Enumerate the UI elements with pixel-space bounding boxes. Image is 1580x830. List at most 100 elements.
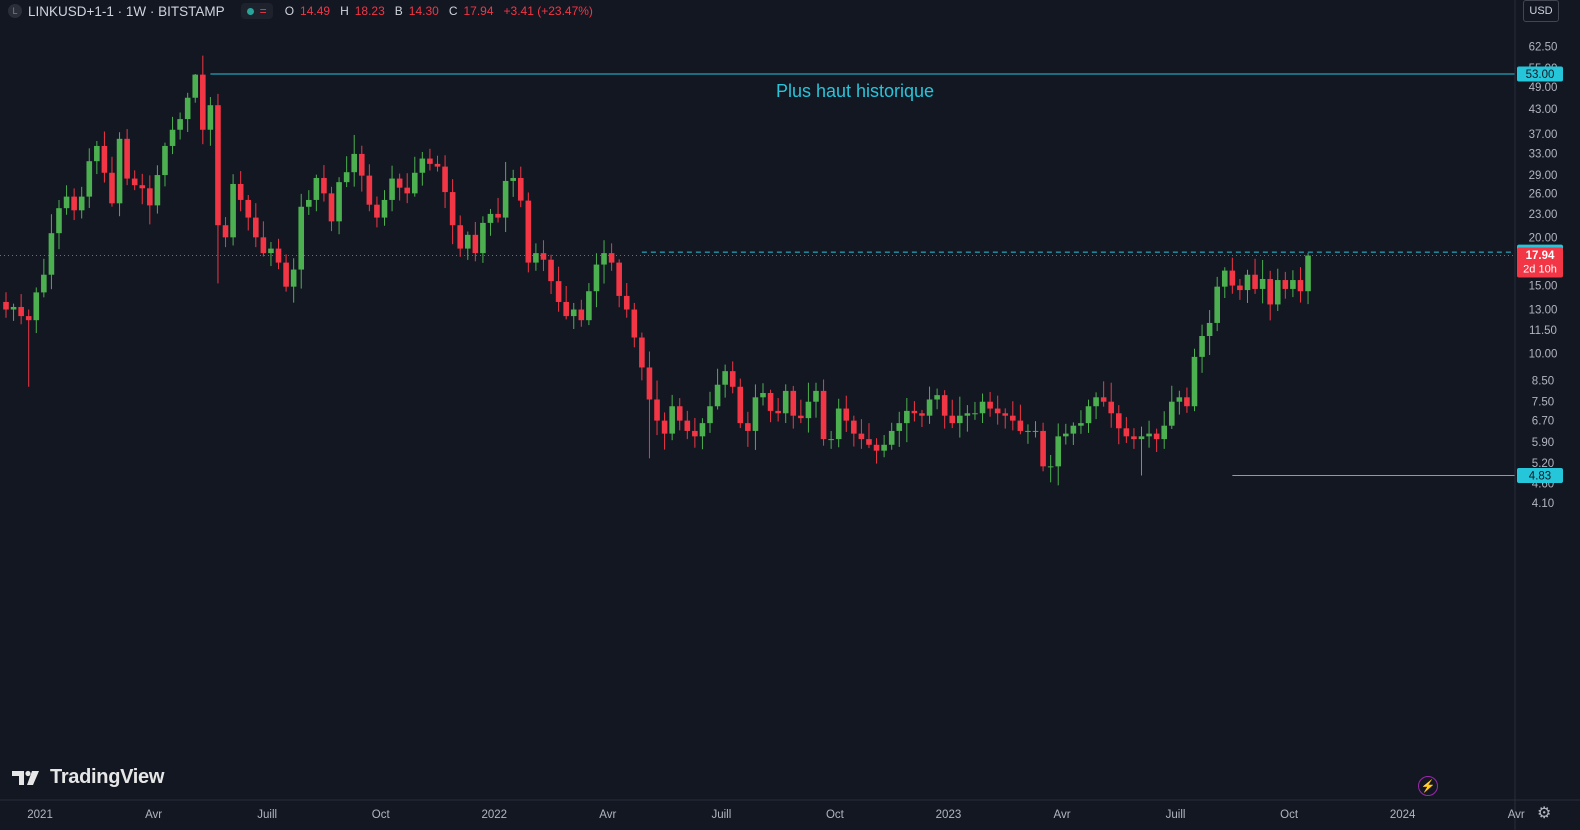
candle-body [192, 74, 199, 98]
candle-body [1025, 430, 1031, 432]
tradingview-logo[interactable]: TradingView [12, 766, 164, 789]
candle [790, 385, 797, 429]
candle [934, 388, 940, 410]
candle-body [3, 301, 9, 310]
candle [654, 380, 660, 436]
candle-body [835, 408, 842, 440]
lightning-icon[interactable]: ⚡ [1418, 776, 1438, 796]
candle [336, 177, 342, 235]
market-status[interactable]: = [240, 3, 273, 19]
candle [1115, 405, 1122, 445]
candle [1093, 392, 1099, 420]
candle [162, 142, 168, 187]
candle-body [1259, 278, 1266, 289]
candle [1047, 455, 1054, 483]
x-tick-label: Juill [711, 809, 731, 821]
candles [3, 55, 1311, 486]
countdown-label: 2d 10h [1523, 264, 1557, 276]
change-value: +3.41 (+23.47%) [503, 4, 593, 18]
candle [434, 155, 441, 172]
low-value: 14.30 [408, 4, 439, 18]
candle-body [676, 406, 683, 421]
candle [1108, 382, 1115, 428]
candle-body [207, 105, 214, 130]
candle-body [283, 262, 289, 287]
candle-body [1184, 397, 1190, 407]
candle-body [737, 386, 744, 424]
candle [306, 190, 312, 215]
candle [555, 266, 562, 312]
candle [222, 217, 229, 248]
candle [245, 194, 252, 231]
candle [502, 161, 509, 233]
candle [699, 418, 706, 450]
candle [972, 401, 978, 420]
candle [540, 240, 547, 272]
x-tick-label: Avr [1508, 809, 1525, 821]
candle-body [1115, 413, 1122, 429]
candle-body [457, 225, 463, 249]
candle-body [162, 145, 168, 176]
candle [351, 134, 358, 187]
candle [593, 253, 600, 308]
candle [707, 391, 713, 433]
candle-body [411, 172, 418, 194]
candle-body [48, 233, 55, 275]
candle [1138, 426, 1145, 476]
candle [578, 299, 585, 327]
candle [623, 283, 630, 318]
candle [18, 294, 24, 325]
currency-button[interactable]: USD [1523, 0, 1559, 22]
candle [321, 165, 327, 202]
candle-body [86, 161, 93, 197]
y-tick-label: 62.50 [1529, 41, 1558, 53]
candle [1290, 270, 1296, 298]
candle-body [1199, 336, 1205, 357]
y-tick-label: 8.50 [1532, 376, 1554, 388]
y-tick-label: 23.00 [1529, 209, 1558, 221]
candle [1176, 390, 1183, 415]
candle-body [404, 187, 411, 194]
candle-body [351, 153, 358, 173]
gear-icon[interactable]: ⚙ [1537, 805, 1552, 822]
candle [33, 287, 40, 334]
candle-body [237, 183, 244, 200]
candle-body [866, 439, 872, 445]
candle [169, 116, 176, 155]
x-tick-label: Oct [826, 809, 845, 821]
y-tick-label: 15.00 [1529, 281, 1558, 293]
candle [101, 131, 108, 183]
candle [1085, 399, 1092, 433]
candle-body [464, 234, 471, 249]
candle-body [904, 410, 910, 424]
y-tick-label: 33.00 [1529, 148, 1558, 160]
candle-body [215, 105, 221, 226]
candle-body [631, 309, 638, 338]
candle-body [987, 401, 993, 409]
candle-body [593, 264, 600, 292]
candle-body [366, 175, 373, 205]
candle-body [813, 390, 819, 402]
candle [207, 97, 214, 146]
candle-body [56, 208, 62, 234]
candle [449, 179, 456, 245]
candle [1017, 404, 1024, 435]
candle [601, 240, 607, 284]
candle [427, 148, 433, 171]
symbol-logo: L [8, 4, 22, 18]
candle-body [533, 253, 539, 263]
symbol-title[interactable]: LINKUSD+1-1 · 1W · BITSTAMP [28, 3, 225, 19]
y-tick-label: 11.50 [1529, 325, 1557, 337]
candle [56, 200, 62, 250]
candle-body [184, 97, 191, 120]
candle [775, 397, 781, 422]
candle [1297, 267, 1304, 303]
candle [366, 164, 373, 212]
candle-body [608, 253, 615, 263]
candle-body [828, 439, 834, 441]
candle-body [1131, 436, 1137, 440]
y-tick-label: 10.00 [1529, 348, 1558, 360]
candle-body [1214, 286, 1220, 323]
price-label-box [1517, 467, 1563, 483]
